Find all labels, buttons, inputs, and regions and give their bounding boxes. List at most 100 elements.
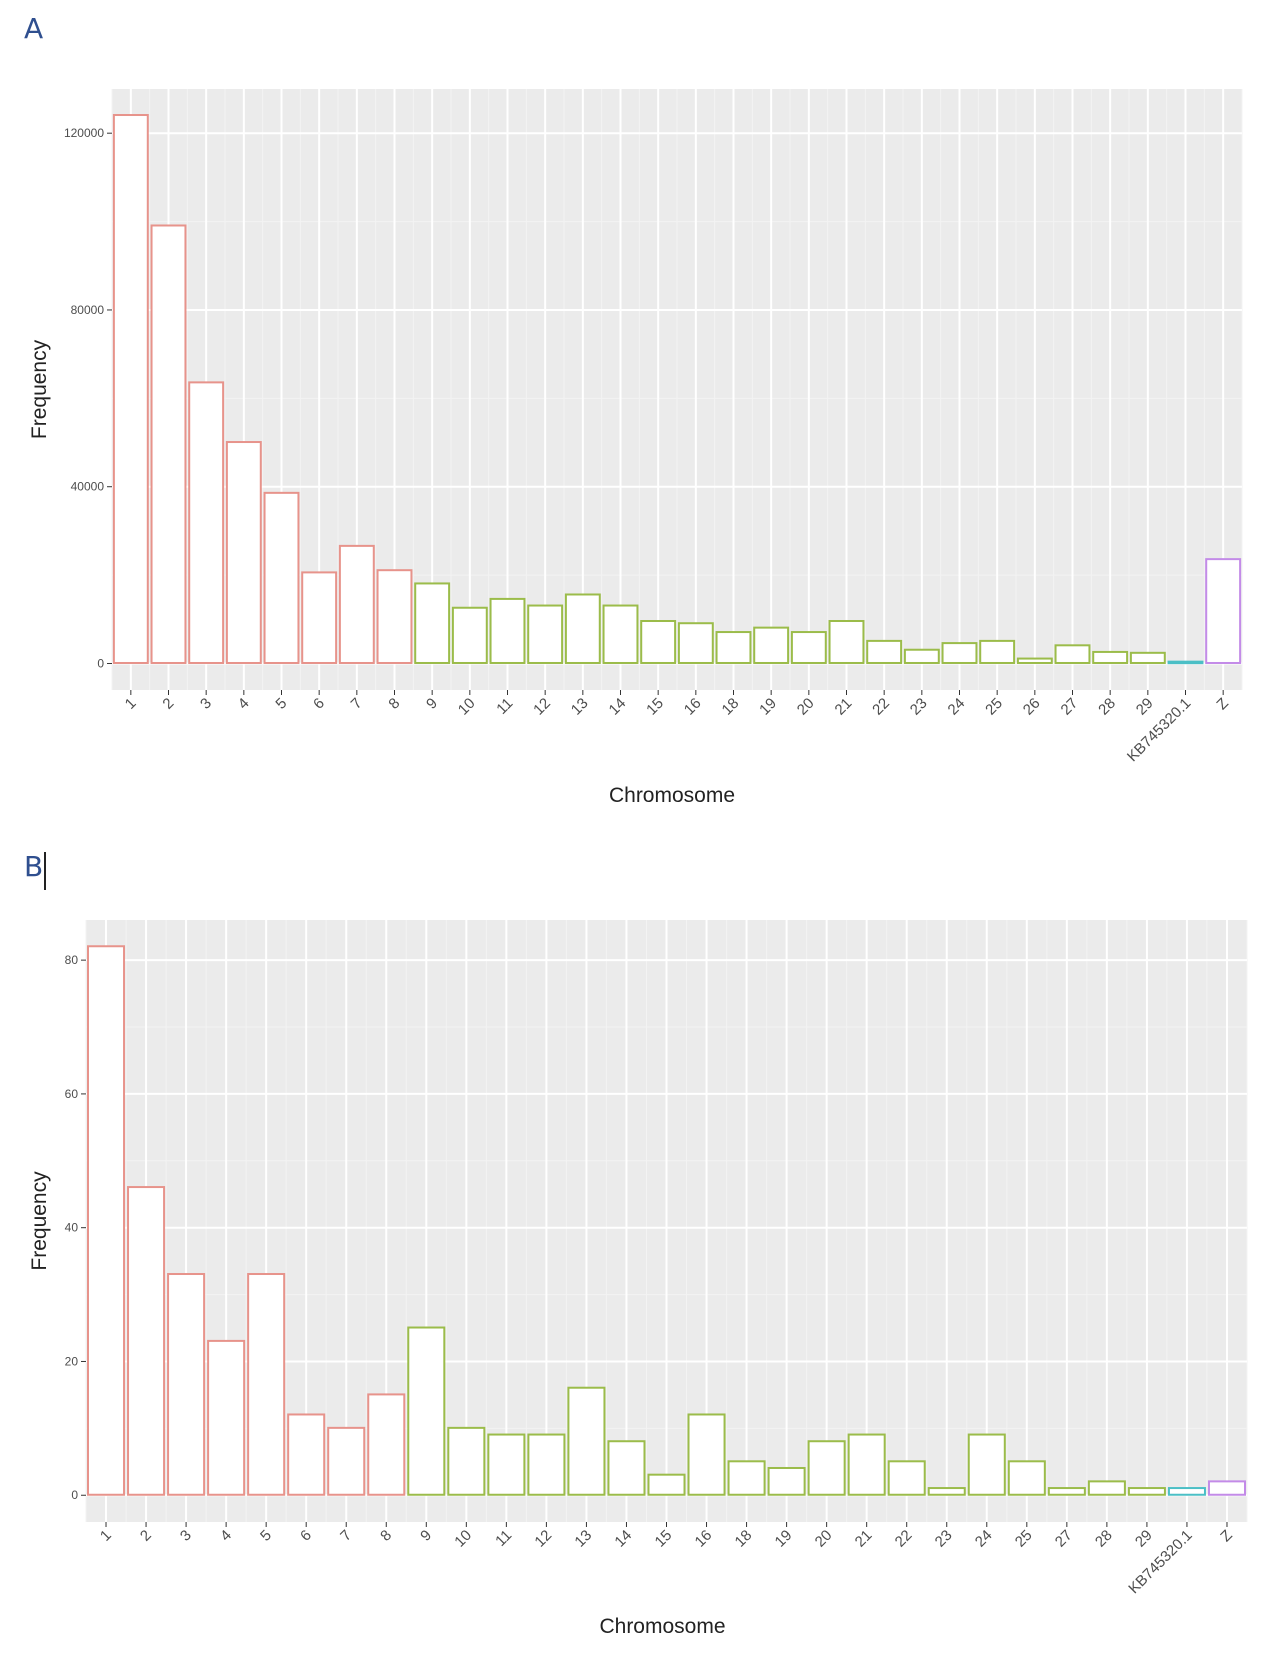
y-tick-label: 40000 [71, 480, 105, 494]
bar-24 [941, 642, 978, 664]
x-tick-label: 25 [982, 695, 1006, 719]
x-tick-label: 29 [1132, 1527, 1156, 1551]
bar-7 [327, 1426, 366, 1496]
x-tick-label: 24 [945, 695, 969, 719]
x-tick-label: 18 [719, 695, 743, 719]
bar-5 [247, 1273, 286, 1496]
x-tick-label: 4 [217, 1527, 235, 1545]
y-tick-label: 20 [65, 1354, 79, 1368]
bar-23 [927, 1487, 966, 1496]
bar-1 [87, 945, 126, 1496]
bar-18 [715, 631, 752, 664]
bar-26 [1016, 657, 1053, 664]
bar-10 [447, 1426, 486, 1496]
bar-3 [188, 381, 225, 664]
y-tick-label: 40 [65, 1221, 79, 1235]
bar-12 [527, 1433, 566, 1496]
y-tick-label: 0 [71, 1488, 78, 1502]
x-tick-label: 28 [1092, 1527, 1116, 1551]
bar-29 [1129, 651, 1166, 664]
x-tick-label: 16 [681, 695, 705, 719]
panel-label-b: B [24, 850, 44, 883]
y-tick-label: 60 [65, 1087, 79, 1101]
x-axis-title: Chromosome [599, 1615, 725, 1638]
bar-20 [807, 1440, 846, 1496]
x-tick-label: 26 [1020, 695, 1044, 719]
bar-21 [847, 1433, 886, 1496]
x-tick-label: 20 [794, 695, 818, 719]
bar-Z [1205, 558, 1242, 664]
y-tick-label: 0 [97, 656, 104, 670]
x-tick-label: 23 [932, 1527, 956, 1551]
x-tick-label: 1 [97, 1527, 115, 1545]
x-tick-label: 18 [732, 1527, 756, 1551]
bar-8 [376, 569, 413, 664]
x-tick-label: 12 [530, 695, 554, 719]
bar-9 [407, 1326, 446, 1496]
bar-5 [263, 491, 300, 664]
bar-14 [602, 604, 639, 664]
bar-19 [753, 626, 790, 664]
x-tick-label: 28 [1095, 695, 1119, 719]
x-tick-label: 24 [972, 1527, 996, 1551]
bar-25 [1007, 1460, 1046, 1496]
x-tick-label: 6 [310, 695, 328, 713]
bar-9 [414, 582, 451, 664]
x-tick-label: 21 [852, 1527, 876, 1551]
x-tick-label: 14 [606, 695, 630, 719]
x-tick-label: 25 [1012, 1527, 1036, 1551]
bar-27 [1054, 644, 1091, 664]
x-tick-label: 21 [832, 695, 856, 719]
x-tick-label: 22 [892, 1527, 916, 1551]
bar-10 [451, 606, 488, 664]
x-tick-label: 12 [531, 1527, 555, 1551]
y-tick-label: 120000 [64, 126, 104, 140]
x-tick-label: 5 [257, 1527, 275, 1545]
x-tick-label: 15 [643, 695, 667, 719]
x-tick-label: 27 [1058, 695, 1082, 719]
x-tick-label: 2 [159, 695, 177, 713]
x-tick-label: Z [1213, 695, 1232, 714]
bar-11 [487, 1433, 526, 1496]
x-tick-label: Z [1217, 1527, 1236, 1546]
bar-23 [903, 648, 940, 664]
bar-6 [301, 571, 338, 664]
bar-28 [1092, 650, 1129, 664]
bar-20 [790, 631, 827, 664]
text-cursor [44, 852, 46, 890]
bar-1 [112, 114, 149, 664]
bar-14 [607, 1440, 646, 1496]
bar-29 [1127, 1487, 1166, 1496]
x-tick-label: 22 [869, 695, 893, 719]
x-tick-label: 16 [692, 1527, 716, 1551]
bar-8 [367, 1393, 406, 1496]
x-tick-label: 10 [455, 695, 479, 719]
x-tick-label: 8 [385, 695, 403, 713]
bar-21 [828, 620, 865, 664]
x-tick-label: 7 [348, 695, 366, 713]
bar-27 [1047, 1487, 1086, 1496]
x-tick-label: 9 [417, 1527, 435, 1545]
bar-3 [167, 1273, 206, 1496]
panel-label-a: A [24, 12, 44, 45]
bar-24 [967, 1433, 1006, 1496]
x-tick-label: 5 [272, 695, 290, 713]
x-tick-label: 2 [137, 1527, 155, 1545]
bar-18 [727, 1460, 766, 1496]
x-tick-label: 11 [492, 1527, 515, 1550]
bar-28 [1087, 1480, 1126, 1496]
bar-22 [866, 639, 903, 664]
x-axis-title: Chromosome [609, 784, 735, 807]
x-tick-label: 3 [177, 1527, 195, 1545]
bar-KB745320.1 [1167, 660, 1204, 665]
bar-Z [1207, 1480, 1246, 1496]
bar-13 [567, 1386, 606, 1496]
x-tick-label: 23 [907, 695, 931, 719]
x-tick-label: 19 [772, 1527, 796, 1551]
bar-22 [887, 1460, 926, 1496]
bar-15 [647, 1473, 686, 1496]
x-tick-label: 1 [122, 695, 140, 713]
x-tick-label: 9 [423, 695, 441, 713]
